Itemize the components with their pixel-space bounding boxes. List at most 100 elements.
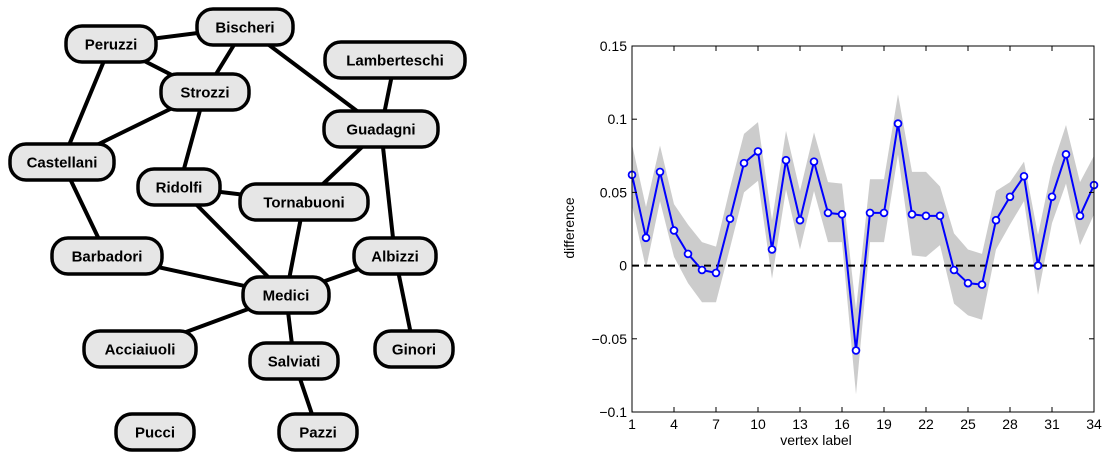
y-tick-label: 0.15 — [600, 38, 627, 54]
node-label: Tornabuoni — [263, 195, 344, 212]
node-box — [322, 109, 440, 149]
node-layer: Peruzzi Bischeri Lamberteschi Strozzi Guadag… — [8, 7, 467, 452]
node-label: Medici — [263, 288, 310, 305]
data-point-18 — [865, 208, 875, 218]
series-line — [631, 123, 1095, 351]
data-point-20 — [893, 119, 903, 128]
data-point-11 — [767, 245, 777, 254]
data-point-21 — [907, 210, 917, 219]
data-point-13 — [795, 215, 805, 225]
data-point-5 — [683, 249, 693, 259]
x-tick-label: 10 — [750, 416, 766, 432]
data-point-7 — [711, 268, 721, 278]
node-label: Strozzi — [180, 85, 229, 102]
y-tick-label: −0.05 — [592, 331, 628, 347]
data-point-27 — [991, 215, 1001, 225]
data-point-9 — [739, 158, 749, 168]
node-label: Castellani — [27, 155, 98, 172]
y-tick-label: 0 — [619, 258, 627, 274]
confidence-band — [632, 94, 1094, 395]
data-point-4 — [669, 226, 679, 235]
data-point-26 — [977, 280, 987, 289]
node-box — [352, 236, 438, 276]
node-box — [323, 40, 467, 80]
node-label: Bischeri — [215, 20, 274, 37]
data-point-8 — [725, 214, 735, 224]
node-salviati: Salviati — [248, 341, 340, 381]
data-point-12 — [781, 155, 791, 165]
node-label: Salviati — [268, 354, 321, 371]
node-box — [64, 24, 158, 64]
data-point-19 — [879, 208, 889, 218]
data-point-28 — [1005, 192, 1015, 202]
node-strozzi: Strozzi — [159, 72, 251, 112]
node-box — [241, 275, 331, 315]
data-point-22 — [921, 211, 931, 221]
data-point-15 — [823, 208, 833, 218]
x-tick-label: 13 — [792, 416, 808, 432]
data-point-25 — [963, 278, 973, 288]
series-line-layer — [631, 123, 1095, 351]
data-point-14 — [809, 157, 819, 166]
x-axis-label: vertex label — [780, 432, 852, 448]
x-tick-label: 4 — [670, 416, 678, 432]
node-castellani: Castellani — [8, 142, 116, 182]
node-label: Acciaiuoli — [105, 342, 176, 359]
x-tick-label: 7 — [712, 416, 720, 432]
data-point-2 — [641, 233, 651, 243]
node-label: Pazzi — [299, 425, 337, 442]
node-ginori: Ginori — [373, 329, 455, 369]
node-label: Peruzzi — [85, 37, 138, 54]
node-label: Barbadori — [72, 249, 143, 266]
data-point-3 — [655, 167, 665, 177]
x-tick-label: 19 — [876, 416, 892, 432]
data-point-layer — [627, 119, 1099, 355]
data-point-33 — [1075, 211, 1085, 221]
node-medici: Medici — [241, 275, 331, 315]
family-network-diagram: Peruzzi Bischeri Lamberteschi Strozzi Guadag… — [0, 0, 480, 452]
node-box — [373, 329, 455, 369]
confidence-band-layer — [632, 94, 1094, 395]
node-box — [195, 7, 295, 47]
node-lamberteschi: Lamberteschi — [323, 40, 467, 80]
y-tick-label: 0.1 — [608, 111, 628, 127]
x-tick-label: 34 — [1086, 416, 1102, 432]
node-peruzzi: Peruzzi — [64, 24, 158, 64]
node-box — [50, 236, 164, 276]
node-bischeri: Bischeri — [195, 7, 295, 47]
data-point-32 — [1061, 150, 1071, 159]
data-point-31 — [1047, 192, 1057, 202]
node-box — [8, 142, 116, 182]
x-tick-label: 31 — [1044, 416, 1060, 432]
node-box — [159, 72, 251, 112]
node-label: Albizzi — [371, 249, 419, 266]
node-box — [248, 341, 340, 381]
data-point-30 — [1033, 261, 1043, 270]
node-label: Ginori — [392, 342, 436, 359]
plot-frame — [631, 45, 1095, 413]
node-box — [82, 329, 198, 369]
data-point-6 — [697, 265, 707, 275]
node-label: Lamberteschi — [346, 53, 444, 70]
node-pucci: Pucci — [114, 412, 196, 452]
node-label: Guadagni — [346, 122, 415, 139]
data-point-29 — [1019, 171, 1029, 181]
axis-layer: 1 4 7 10 13 16 19 22 25 28 31 34 −0.1 −0.05 0 0.05 0.1 0.… — [592, 38, 1102, 432]
y-tick-label: 0.05 — [600, 184, 627, 200]
node-label: Pucci — [135, 425, 175, 442]
edge-guadagni-albizzi — [379, 128, 397, 257]
node-pazzi: Pazzi — [277, 412, 359, 452]
node-guadagni: Guadagni — [322, 109, 440, 149]
data-point-24 — [949, 265, 959, 275]
y-axis-label: difference — [561, 197, 577, 258]
x-tick-label: 28 — [1002, 416, 1018, 432]
node-barbadori: Barbadori — [50, 236, 164, 276]
network-svg: Peruzzi Bischeri Lamberteschi Strozzi Guadag… — [8, 7, 467, 452]
node-box — [136, 167, 222, 207]
data-point-23 — [935, 211, 945, 221]
data-point-10 — [753, 147, 763, 156]
y-tick-label: −0.1 — [599, 404, 627, 420]
x-tick-label: 1 — [628, 416, 636, 432]
node-tornabuoni: Tornabuoni — [238, 182, 370, 222]
node-label: Ridolfi — [156, 180, 203, 197]
